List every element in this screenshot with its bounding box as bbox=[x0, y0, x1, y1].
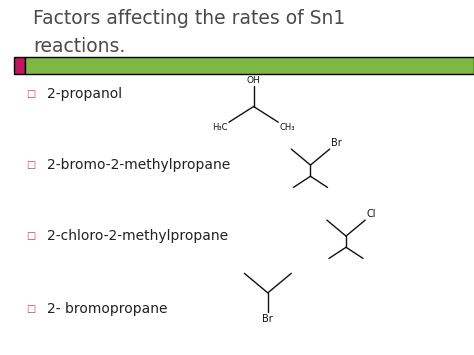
FancyBboxPatch shape bbox=[14, 57, 25, 74]
Text: 2- bromopropane: 2- bromopropane bbox=[47, 302, 168, 316]
Text: H₃C: H₃C bbox=[212, 123, 228, 132]
Text: □: □ bbox=[26, 89, 36, 99]
Text: reactions.: reactions. bbox=[33, 37, 126, 56]
Text: □: □ bbox=[26, 231, 36, 241]
Text: 2-chloro-2-methylpropane: 2-chloro-2-methylpropane bbox=[47, 229, 228, 243]
Text: Br: Br bbox=[263, 315, 273, 324]
Text: □: □ bbox=[26, 160, 36, 170]
Text: Br: Br bbox=[331, 137, 341, 148]
Text: OH: OH bbox=[246, 76, 261, 85]
Text: □: □ bbox=[26, 304, 36, 314]
Text: CH₃: CH₃ bbox=[280, 123, 295, 132]
Text: 2-bromo-2-methylpropane: 2-bromo-2-methylpropane bbox=[47, 158, 231, 172]
Text: Cl: Cl bbox=[366, 208, 376, 218]
Text: Factors affecting the rates of Sn1: Factors affecting the rates of Sn1 bbox=[33, 9, 346, 28]
FancyBboxPatch shape bbox=[25, 57, 474, 74]
Text: 2-propanol: 2-propanol bbox=[47, 87, 122, 101]
